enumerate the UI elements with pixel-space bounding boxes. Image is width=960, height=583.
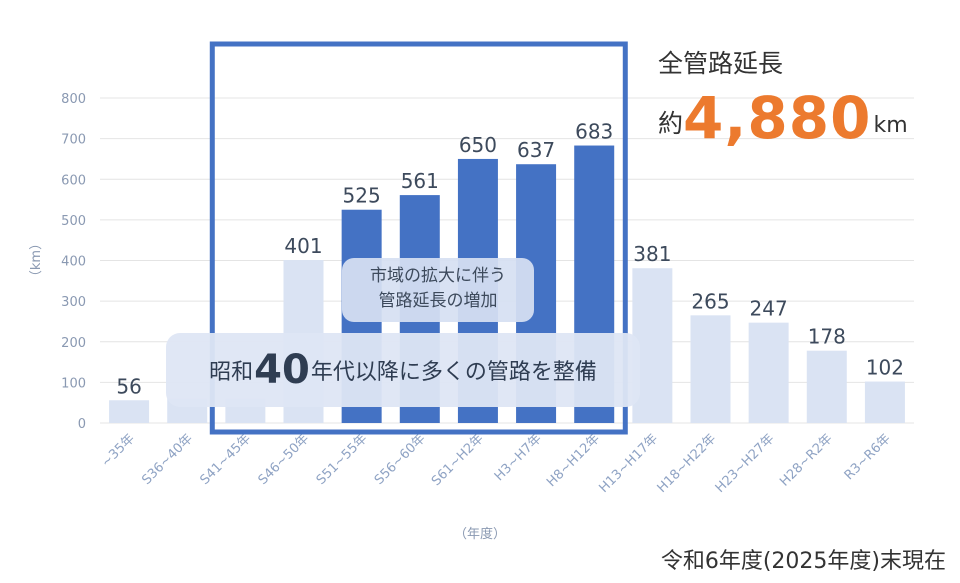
expansion-callout-line1: 市域の拡大に伴う bbox=[370, 266, 506, 286]
y-tick-label: 500 bbox=[61, 214, 86, 229]
y-axis-title: （km） bbox=[29, 237, 44, 283]
bar bbox=[748, 322, 789, 423]
showa40-callout-prefix: 昭和 bbox=[209, 360, 254, 385]
x-axis-ticks: ~35年 S36~40年 S41~45年 S46~50年 S51~55年 S56~60年 S… bbox=[99, 431, 894, 496]
data-label: 561 bbox=[401, 169, 439, 193]
x-tick-label: S51~55年 bbox=[314, 431, 371, 488]
data-label: 401 bbox=[284, 234, 322, 258]
x-tick-label: H18~H22年 bbox=[655, 431, 720, 496]
highlight-frame bbox=[209, 41, 628, 435]
data-label: 247 bbox=[750, 297, 788, 321]
data-label: 683 bbox=[575, 120, 613, 144]
showa40-callout: 昭和 40 年代以降に多くの管路を整備 bbox=[166, 333, 640, 407]
y-tick-label: 200 bbox=[61, 336, 86, 351]
x-tick-label: S61~H2年 bbox=[429, 431, 487, 489]
total-unit: km bbox=[873, 113, 908, 138]
total-prefix: 約 bbox=[658, 109, 684, 138]
x-tick-label: S46~50年 bbox=[256, 431, 313, 488]
y-tick-label: 600 bbox=[61, 173, 86, 188]
expansion-callout-line2: 管路延長の増加 bbox=[378, 291, 498, 311]
x-tick-label: H23~H27年 bbox=[713, 431, 778, 496]
showa40-callout-text: 年代以降に多くの管路を整備 bbox=[310, 360, 597, 385]
y-tick-label: 100 bbox=[61, 376, 86, 391]
data-label: 178 bbox=[808, 325, 846, 349]
bar bbox=[690, 315, 731, 423]
y-tick-label: 400 bbox=[61, 255, 86, 270]
expansion-callout: 市域の拡大に伴う 管路延長の増加 bbox=[342, 258, 534, 322]
data-label: 637 bbox=[517, 138, 555, 162]
x-tick-label: ~35年 bbox=[99, 431, 138, 470]
y-tick-label: 800 bbox=[61, 92, 86, 107]
data-labels: 56 401 525 561 650 637 683 381 265 247 178 102 bbox=[116, 120, 904, 399]
x-tick-label: H13~H17年 bbox=[596, 431, 661, 496]
y-tick-label: 0 bbox=[78, 417, 86, 432]
y-tick-label: 300 bbox=[61, 295, 86, 310]
y-tick-label: 700 bbox=[61, 133, 86, 148]
x-tick-label: H8~H12年 bbox=[544, 431, 603, 490]
x-tick-label: S56~60年 bbox=[372, 431, 429, 488]
x-axis-title: （年度） bbox=[454, 526, 506, 542]
x-tick-label: S36~40年 bbox=[139, 431, 196, 488]
x-tick-label: H3~H7年 bbox=[492, 431, 545, 484]
bar bbox=[109, 400, 150, 423]
data-label: 381 bbox=[633, 242, 671, 266]
data-label: 650 bbox=[459, 133, 497, 157]
total-length-title: 全管路延長 bbox=[658, 49, 784, 78]
total-length: 約4,880km bbox=[658, 84, 908, 152]
data-label: 56 bbox=[116, 374, 141, 398]
total-value: 4,880 bbox=[683, 84, 872, 152]
x-tick-label: S41~45年 bbox=[197, 431, 254, 488]
bar bbox=[806, 350, 847, 423]
x-tick-label: H28~R2年 bbox=[777, 431, 835, 489]
x-tick-label: R3~R6年 bbox=[842, 431, 894, 483]
data-label: 102 bbox=[866, 356, 904, 380]
as-of-note: 令和6年度(2025年度)末現在 bbox=[660, 549, 946, 574]
y-axis-ticks: 0 100 200 300 400 500 600 700 800 bbox=[61, 92, 86, 432]
data-label: 265 bbox=[691, 289, 729, 313]
showa40-callout-number: 40 bbox=[254, 347, 310, 393]
bar bbox=[864, 381, 905, 423]
data-label: 525 bbox=[343, 184, 381, 208]
